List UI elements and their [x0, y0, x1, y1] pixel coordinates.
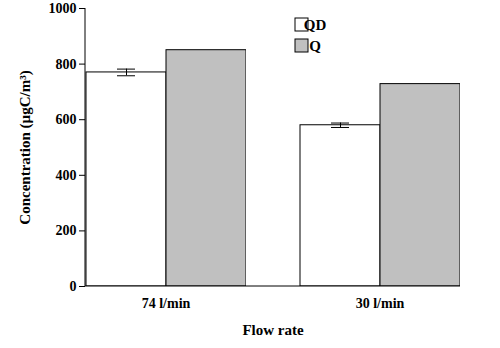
- svg-text:1000: 1000: [49, 1, 77, 16]
- svg-text:Concentration (µgC/m³): Concentration (µgC/m³): [17, 70, 34, 224]
- svg-text:Q: Q: [309, 38, 321, 54]
- svg-text:0: 0: [70, 279, 77, 294]
- svg-text:800: 800: [56, 57, 77, 72]
- svg-text:600: 600: [56, 112, 77, 127]
- svg-text:Flow rate: Flow rate: [242, 322, 304, 338]
- svg-text:QD: QD: [304, 17, 327, 33]
- svg-text:74 l/min: 74 l/min: [142, 296, 191, 311]
- svg-text:400: 400: [56, 168, 77, 183]
- svg-text:30 l/min: 30 l/min: [356, 296, 405, 311]
- svg-text:200: 200: [56, 223, 77, 238]
